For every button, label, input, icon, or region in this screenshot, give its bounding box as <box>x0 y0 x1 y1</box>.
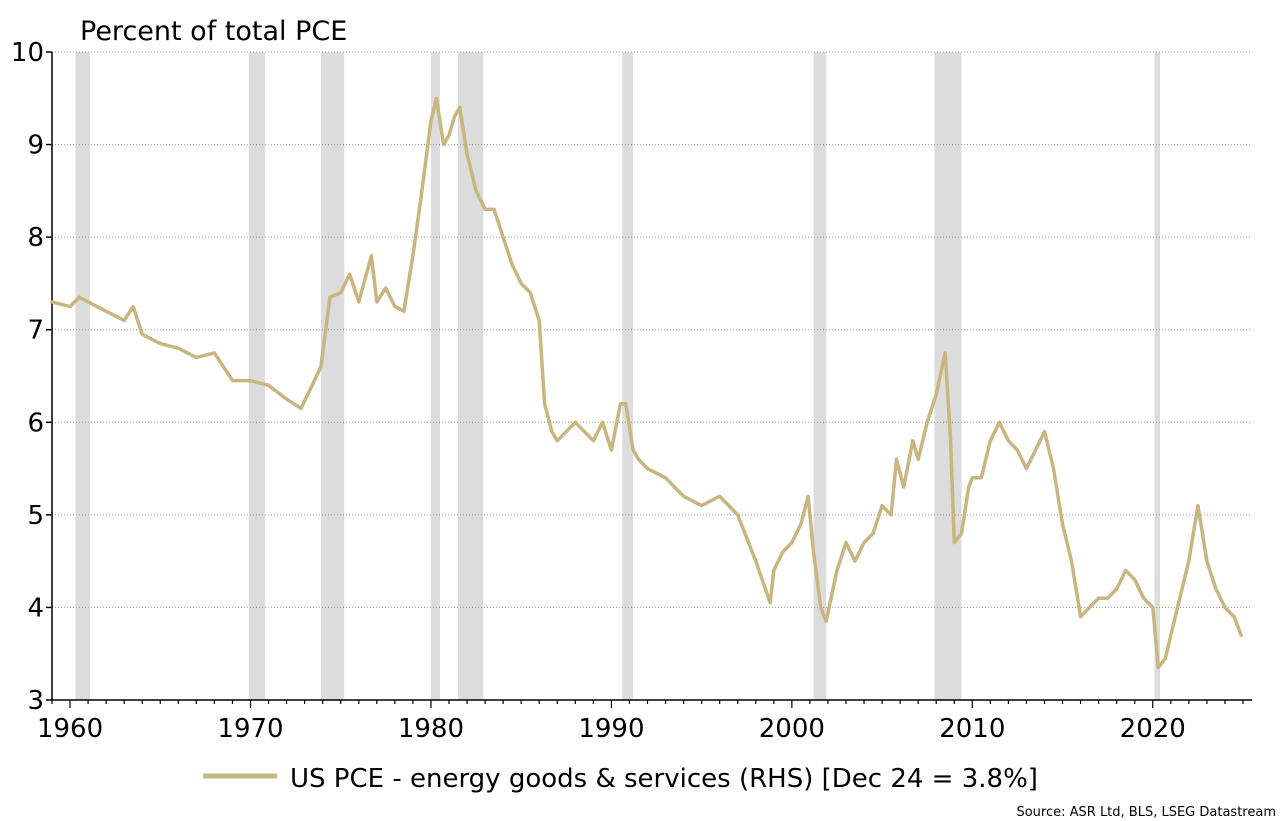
x-tick-label: 1970 <box>217 714 283 744</box>
y-tick-label: 9 <box>27 131 44 161</box>
axes <box>51 52 1252 701</box>
x-tick-label: 1990 <box>578 714 644 744</box>
series-layer <box>50 96 1243 670</box>
x-axis-ticks: 1960 1970 1980 1990 2000 2010 2020 <box>37 700 1244 744</box>
y-tick-label: 6 <box>27 408 44 438</box>
x-tick-label: 2010 <box>939 714 1005 744</box>
source-note: Source: ASR Ltd, BLS, LSEG Datastream <box>1016 805 1276 820</box>
x-tick-label: 2020 <box>1120 714 1186 744</box>
y-tick-label: 4 <box>27 593 44 623</box>
y-tick-label: 5 <box>27 501 44 531</box>
x-tick-label: 1960 <box>37 714 103 744</box>
recession-band <box>75 52 90 700</box>
recession-band <box>430 52 440 700</box>
y-tick-label: 7 <box>27 316 44 346</box>
y-tick-label: 10 <box>11 38 44 68</box>
recession-band <box>320 52 345 700</box>
recession-shading <box>75 52 1160 700</box>
legend-label: US PCE - energy goods & services (RHS) [… <box>290 764 1038 794</box>
chart-title: Percent of total PCE <box>80 16 347 47</box>
legend: US PCE - energy goods & services (RHS) [… <box>203 764 1038 794</box>
x-tick-label: 1980 <box>398 714 464 744</box>
y-axis-ticks: 3 4 5 6 7 8 9 10 <box>11 38 52 716</box>
recession-band <box>813 52 827 700</box>
gridlines <box>52 51 1252 608</box>
recession-band <box>458 52 484 700</box>
series-line-energy-pce <box>50 96 1243 670</box>
x-tick-label: 2000 <box>759 714 825 744</box>
recession-band <box>622 52 634 700</box>
recession-band <box>248 52 265 700</box>
recession-band <box>1154 52 1160 700</box>
y-tick-label: 8 <box>27 223 44 253</box>
y-tick-label: 3 <box>27 686 44 716</box>
